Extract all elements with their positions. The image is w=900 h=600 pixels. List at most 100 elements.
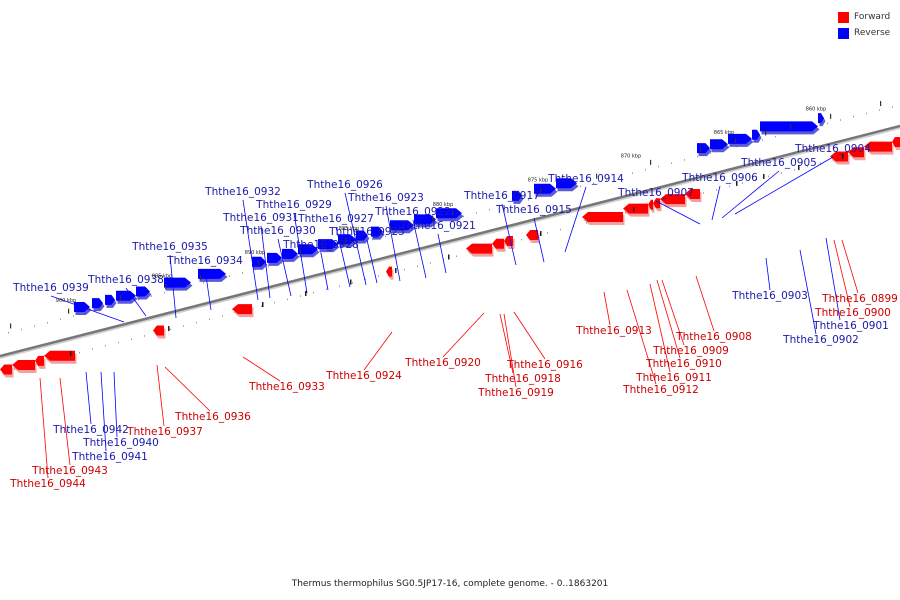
scale-tick-label: 865 kbp	[714, 130, 734, 136]
gene-label: Ththe16_0920	[404, 357, 481, 369]
minor-tick	[326, 288, 327, 291]
major-tick	[452, 210, 454, 216]
minor-tick	[755, 179, 756, 181]
minor-tick	[203, 282, 204, 284]
leader-line	[113, 371, 118, 438]
forward-gene-arrow	[653, 198, 662, 212]
gene-label: Ththe16_0912	[622, 384, 699, 396]
leader-line	[765, 257, 771, 291]
reverse-gene-arrow	[414, 214, 438, 228]
leader-line	[437, 233, 447, 274]
forward-gene-arrow	[648, 199, 655, 213]
gene-label: Ththe16_0939	[12, 282, 89, 294]
major-tick	[540, 187, 542, 193]
scale-tick-label: 870 kbp	[621, 154, 641, 160]
reverse-gene-arrow	[282, 248, 300, 262]
minor-tick	[378, 275, 379, 277]
scale-tick-label: 880 kbp	[433, 202, 453, 208]
scale-tick-label: 875 kbp	[528, 177, 548, 183]
gene-label: Ththe16_0899	[821, 293, 898, 305]
leader-line	[242, 199, 259, 301]
minor-tick	[138, 298, 139, 301]
gene-label: Ththe16_0905	[740, 157, 817, 169]
minor-tick	[586, 222, 587, 224]
minor-tick	[729, 185, 730, 188]
minor-tick	[352, 282, 353, 284]
major-tick	[258, 260, 260, 266]
minor-tick	[417, 265, 418, 267]
leader-line	[833, 239, 851, 308]
minor-tick	[372, 238, 373, 241]
gene-label: Ththe16_0943	[31, 465, 108, 477]
reverse-gene-arrow	[356, 230, 370, 244]
minor-tick	[105, 345, 106, 347]
minor-tick	[144, 335, 145, 337]
forward-gene-arrow	[582, 212, 625, 226]
forward-gene-arrow	[386, 266, 394, 280]
minor-tick	[528, 199, 529, 201]
minor-tick	[164, 292, 165, 294]
scale-tick-label: 900 kbp	[56, 298, 76, 304]
gene-label: Ththe16_0941	[71, 451, 148, 463]
leader-line	[721, 170, 780, 219]
leader-line	[501, 203, 517, 266]
minor-tick	[79, 351, 80, 354]
major-tick	[350, 279, 352, 285]
genome-backbone	[0, 124, 900, 358]
leader-line	[442, 312, 485, 358]
minor-tick	[281, 262, 282, 264]
leader-line	[799, 249, 817, 335]
minor-tick	[437, 222, 438, 224]
reverse-gene-arrow	[136, 286, 152, 300]
minor-tick	[762, 139, 763, 141]
minor-tick	[632, 172, 633, 174]
minor-tick	[242, 272, 243, 274]
minor-tick	[287, 298, 288, 301]
major-tick	[200, 274, 202, 280]
gene-label: Ththe16_0908	[675, 331, 752, 343]
leader-line	[59, 377, 71, 466]
leader-line	[649, 283, 671, 373]
reverse-gene-arrow	[105, 294, 117, 308]
forward-gene-arrow	[848, 147, 866, 161]
leader-line	[711, 185, 721, 221]
minor-tick	[703, 192, 704, 194]
major-tick	[168, 326, 170, 332]
gene-label: Ththe16_0923	[347, 192, 424, 204]
leader-line	[385, 205, 401, 282]
gene-label: Ththe16_0930	[239, 225, 316, 237]
gene-label: Ththe16_0936	[174, 411, 251, 423]
minor-tick	[456, 255, 457, 257]
major-tick	[842, 153, 844, 159]
minor-tick	[807, 165, 808, 168]
leader-line	[169, 254, 177, 319]
genome-caption: Thermus thermophilus SG0.5JP17-16, compl…	[291, 579, 609, 589]
gene-label: Ththe16_0914	[547, 173, 624, 185]
major-tick	[345, 237, 347, 243]
major-tick	[650, 159, 652, 165]
minor-tick	[489, 209, 490, 211]
forward-gene-arrow	[623, 203, 650, 217]
minor-tick	[183, 325, 184, 327]
minor-tick	[313, 291, 314, 294]
gene-label: Ththe16_0934	[166, 255, 243, 267]
scale-tick-label: 890 kbp	[245, 250, 265, 256]
minor-tick	[560, 228, 561, 231]
gene-label: Ththe16_0906	[681, 172, 758, 184]
gene-label: Ththe16_0901	[812, 320, 889, 332]
forward-gene-arrow	[660, 194, 687, 208]
minor-tick	[827, 122, 828, 125]
forward-gene-arrow	[492, 238, 506, 252]
scale-tick-label: 860 kbp	[806, 106, 826, 112]
minor-tick	[196, 321, 197, 324]
backbone-shadow	[0, 126, 900, 359]
minor-tick	[547, 232, 548, 234]
legend: Forward Reverse	[838, 9, 890, 41]
major-tick	[70, 351, 72, 357]
minor-tick	[430, 262, 431, 264]
minor-tick	[853, 115, 854, 118]
reverse-gene-arrow	[818, 113, 826, 127]
leader-line	[100, 371, 107, 452]
forward-gene-arrow	[504, 236, 515, 250]
